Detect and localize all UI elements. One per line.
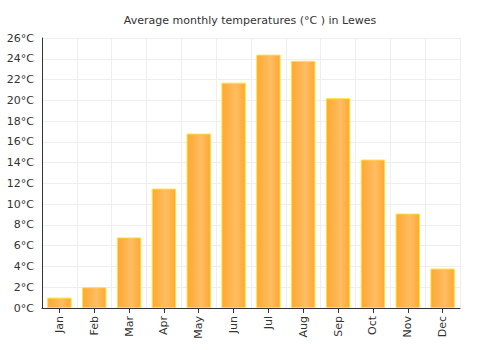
svg-text:8°C: 8°C bbox=[14, 218, 34, 231]
svg-text:May: May bbox=[192, 316, 205, 339]
svg-text:6°C: 6°C bbox=[14, 239, 34, 252]
svg-text:Dec: Dec bbox=[436, 316, 449, 337]
svg-text:22°C: 22°C bbox=[7, 73, 34, 86]
svg-text:Feb: Feb bbox=[88, 316, 101, 335]
svg-text:4°C: 4°C bbox=[14, 260, 34, 273]
svg-text:14°C: 14°C bbox=[7, 156, 34, 169]
svg-text:20°C: 20°C bbox=[7, 94, 34, 107]
svg-text:0°C: 0°C bbox=[14, 302, 34, 315]
svg-text:18°C: 18°C bbox=[7, 115, 34, 128]
svg-text:Jul: Jul bbox=[262, 316, 275, 330]
svg-text:Jun: Jun bbox=[227, 316, 240, 334]
svg-text:10°C: 10°C bbox=[7, 198, 34, 211]
svg-text:Aug: Aug bbox=[297, 316, 310, 337]
svg-text:Sep: Sep bbox=[332, 316, 345, 337]
svg-text:Average monthly temperatures (: Average monthly temperatures (°C ) in Le… bbox=[124, 14, 377, 27]
svg-text:26°C: 26°C bbox=[7, 32, 34, 45]
svg-text:Oct: Oct bbox=[366, 315, 379, 335]
svg-text:16°C: 16°C bbox=[7, 135, 34, 148]
svg-text:Mar: Mar bbox=[123, 316, 136, 337]
svg-text:2°C: 2°C bbox=[14, 281, 34, 294]
svg-text:Jan: Jan bbox=[53, 316, 66, 334]
svg-text:12°C: 12°C bbox=[7, 177, 34, 190]
svg-text:24°C: 24°C bbox=[7, 52, 34, 65]
svg-text:Apr: Apr bbox=[157, 316, 170, 336]
svg-text:Nov: Nov bbox=[401, 316, 414, 338]
